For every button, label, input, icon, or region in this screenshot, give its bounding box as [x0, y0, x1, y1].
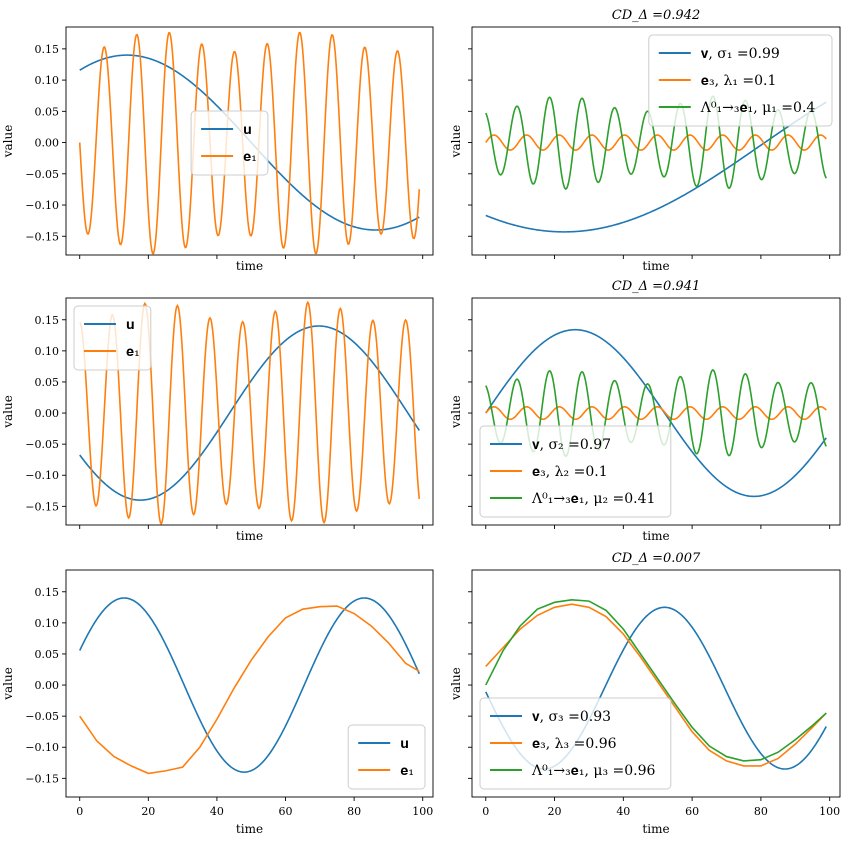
- y-tick-label: 0.15: [35, 586, 60, 599]
- legend-label-v: 𝐯, σ₂ =0.97: [532, 437, 611, 453]
- chart-panel-row2-right: time value CD_Δ =0.941 𝐯, σ₂ =0.97 𝐞₃, λ₂ =0…: [449, 279, 841, 543]
- y-tick-label: 0.00: [35, 137, 60, 150]
- axes-frame: [471, 26, 841, 256]
- legend: 𝐮 𝐞₁: [73, 305, 152, 371]
- x-tick-label: 40: [210, 805, 224, 818]
- x-axis-label: time: [236, 259, 263, 273]
- series-line-lam: [485, 599, 827, 762]
- legend-box: [347, 724, 426, 790]
- y-tick-label: −0.05: [25, 710, 59, 723]
- y-tick-label: −0.10: [25, 741, 59, 754]
- y-tick-label: −0.05: [25, 438, 59, 451]
- legend: 𝐮 𝐞₁: [190, 110, 269, 176]
- chart-panel-row2-left: 0.15 0.10 0.05 0.00 −0.05 −0.10 −0.15 time value…: [1, 297, 434, 543]
- x-tick-label: 0: [76, 805, 83, 818]
- x-tick-label: 80: [754, 805, 768, 818]
- y-tick-label: −0.15: [25, 772, 59, 785]
- chart-panel-row3-right: 0 20 40 60 80 100 time value CD_Δ =0.007 𝐯, σ₃ =0…: [449, 551, 841, 836]
- y-axis-label: value: [1, 395, 15, 429]
- legend-label-lam: Λ⁰₁→₃𝐞₁, μ₃ =0.96: [531, 763, 656, 779]
- x-tick-label: 100: [412, 805, 433, 818]
- legend-label-e3: 𝐞₃, λ₂ =0.1: [532, 464, 608, 480]
- y-axis-label: value: [449, 667, 463, 701]
- y-tick-label: −0.15: [25, 500, 59, 513]
- legend-box: [648, 34, 833, 127]
- series-line-u: [78, 597, 421, 773]
- legend: 𝐮 𝐞₁: [347, 724, 426, 790]
- legend-box: [190, 110, 269, 176]
- chart-panel-row1-left: 0.15 0.10 0.05 0.00 −0.05 −0.10 −0.15 time value…: [1, 26, 434, 273]
- legend-label-v: 𝐯, σ₃ =0.93: [532, 709, 611, 725]
- chart-title: CD_Δ =0.007: [612, 551, 701, 566]
- legend-label-e1: 𝐞₁: [243, 149, 257, 165]
- y-tick-label: 0.05: [35, 376, 60, 389]
- y-tick-label: 0.05: [35, 648, 60, 661]
- legend-label-e3: 𝐞₃, λ₃ =0.96: [532, 736, 617, 752]
- y-tick-label: 0.15: [35, 314, 60, 327]
- x-tick-label: 60: [685, 805, 699, 818]
- legend-label-u: 𝐮: [243, 122, 252, 138]
- series-line-e1: [79, 605, 420, 775]
- chart-panel-row3-left: 0.15 0.10 0.05 0.00 −0.05 −0.10 −0.15 0 20 40 60 80…: [1, 569, 434, 836]
- legend-label-lam: Λ⁰₁→₃𝐞₁, μ₂ =0.41: [531, 491, 655, 507]
- series-line-e1: [78, 31, 421, 255]
- legend-box: [73, 305, 152, 371]
- series-line-e1: [79, 300, 421, 525]
- x-tick-label: 60: [279, 805, 293, 818]
- series-line-lam: [485, 368, 827, 458]
- series-line-v: [485, 328, 827, 498]
- y-tick-label: −0.15: [25, 230, 59, 243]
- chart-title: CD_Δ =0.941: [612, 279, 701, 294]
- series-line-v: [485, 101, 827, 233]
- y-tick-label: −0.10: [25, 199, 59, 212]
- axes-frame: [65, 569, 434, 798]
- legend-label-u: 𝐮: [400, 736, 409, 752]
- x-axis-label: time: [642, 259, 669, 273]
- axes-frame: [471, 297, 841, 526]
- legend: 𝐯, σ₃ =0.93 𝐞₃, λ₃ =0.96 Λ⁰₁→₃𝐞₁, μ₃ =0.96: [479, 697, 672, 790]
- legend-box: [479, 697, 672, 790]
- y-axis-label: value: [449, 395, 463, 429]
- x-tick-label: 80: [347, 805, 361, 818]
- x-tick-label: 40: [616, 805, 630, 818]
- y-tick-label: −0.05: [25, 168, 59, 181]
- y-tick-label: 0.10: [35, 74, 60, 87]
- x-axis-label: time: [236, 529, 263, 543]
- series-line-lam: [485, 95, 827, 190]
- chart-title: CD_Δ =0.942: [612, 8, 701, 23]
- x-tick-label: 20: [141, 805, 155, 818]
- y-tick-label: 0.00: [35, 407, 60, 420]
- y-tick-label: 0.10: [35, 617, 60, 630]
- x-axis-label: time: [642, 822, 669, 836]
- y-tick-label: 0.15: [35, 43, 60, 56]
- legend: 𝐯, σ₂ =0.97 𝐞₃, λ₂ =0.1 Λ⁰₁→₃𝐞₁, μ₂ =0.41: [479, 425, 672, 518]
- chart-panel-row1-right: time value CD_Δ =0.942 𝐯, σ₁ =0.99 𝐞₃, λ₁ =0…: [449, 8, 841, 273]
- legend-label-v: 𝐯, σ₁ =0.99: [701, 46, 780, 62]
- axes-frame: [65, 297, 434, 526]
- legend-label-e3: 𝐞₃, λ₁ =0.1: [701, 73, 777, 89]
- y-tick-label: 0.10: [35, 345, 60, 358]
- y-tick-label: −0.10: [25, 469, 59, 482]
- y-axis-label: value: [1, 667, 15, 701]
- y-axis-label: value: [1, 125, 15, 159]
- legend-label-lam: Λ⁰₁→₃𝐞₁, μ₁ =0.4: [700, 100, 816, 116]
- y-tick-label: 0.00: [35, 679, 60, 692]
- axes-frame: [65, 26, 434, 256]
- legend-label-u: 𝐮: [126, 317, 135, 333]
- series-line-e3: [485, 603, 827, 767]
- legend: 𝐯, σ₁ =0.99 𝐞₃, λ₁ =0.1 Λ⁰₁→₃𝐞₁, μ₁ =0.4: [648, 34, 833, 127]
- x-tick-label: 100: [819, 805, 840, 818]
- legend-box: [479, 425, 672, 518]
- axes-frame: [471, 569, 841, 798]
- y-tick-label: 0.05: [35, 105, 60, 118]
- x-tick-label: 20: [548, 805, 562, 818]
- x-tick-label: 0: [482, 805, 489, 818]
- y-axis-label: value: [449, 125, 463, 159]
- legend-label-e1: 𝐞₁: [400, 763, 414, 779]
- x-axis-label: time: [642, 529, 669, 543]
- legend-label-e1: 𝐞₁: [126, 344, 140, 360]
- x-axis-label: time: [236, 822, 263, 836]
